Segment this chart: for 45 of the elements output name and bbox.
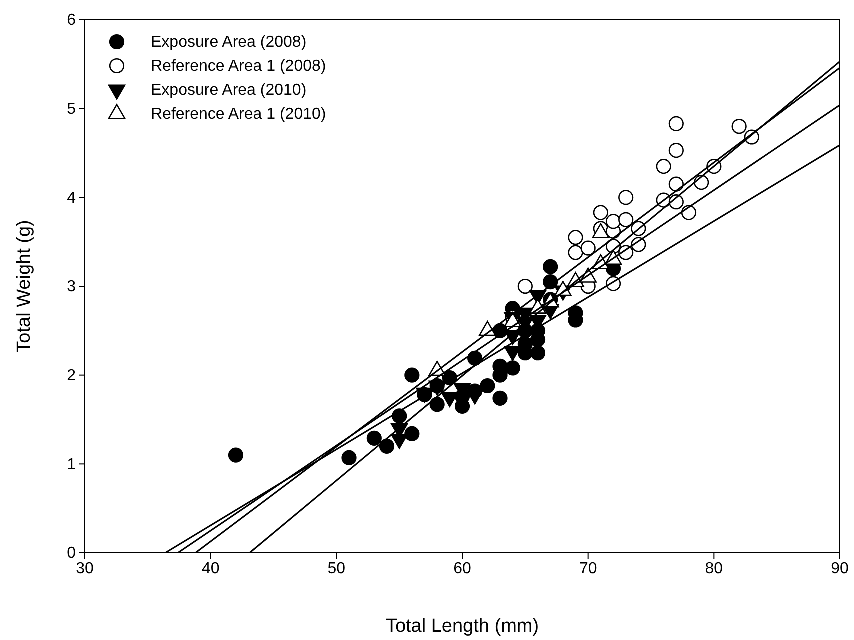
point — [543, 259, 558, 275]
point — [618, 212, 634, 228]
point — [593, 205, 608, 220]
x-axis-title: Total Length (mm) — [386, 616, 540, 637]
legend-label: Reference Area 1 (2008) — [151, 58, 326, 75]
point — [228, 448, 244, 463]
y-tick-label: 5 — [67, 100, 76, 118]
x-tick-label: 30 — [76, 560, 94, 578]
point — [568, 230, 584, 246]
point — [606, 214, 622, 230]
x-tick-label: 80 — [705, 560, 724, 578]
point — [518, 278, 533, 294]
legend-label: Exposure Area (2010) — [151, 82, 307, 99]
y-tick-label: 3 — [67, 278, 76, 296]
point — [732, 119, 747, 134]
point — [480, 378, 496, 394]
point — [342, 450, 357, 466]
y-tick-label: 0 — [67, 545, 76, 562]
point — [404, 368, 420, 383]
point — [530, 346, 546, 361]
point — [366, 430, 382, 446]
x-tick-label: 70 — [579, 560, 598, 578]
x-tick-label: 50 — [328, 560, 346, 578]
point — [404, 426, 420, 442]
x-tick-label: 60 — [454, 560, 472, 578]
point — [492, 390, 508, 406]
point — [668, 116, 684, 132]
point — [568, 245, 584, 260]
point — [580, 240, 596, 256]
legend-label: Reference Area 1 (2010) — [151, 106, 326, 123]
y-tick-label: 4 — [67, 190, 76, 207]
x-tick-label: 40 — [202, 560, 220, 578]
point — [430, 397, 445, 412]
point — [668, 143, 684, 158]
y-tick-label: 1 — [67, 456, 76, 474]
y-axis-title: Total Weight (g) — [14, 220, 35, 353]
legend-label: Exposure Area (2008) — [151, 34, 307, 51]
y-tick-label: 2 — [67, 367, 76, 384]
point — [618, 190, 634, 206]
y-tick-label: 6 — [67, 12, 76, 30]
point — [656, 159, 672, 174]
x-tick-label: 90 — [831, 560, 849, 578]
point — [505, 360, 520, 376]
point — [379, 438, 395, 454]
point — [668, 176, 684, 192]
